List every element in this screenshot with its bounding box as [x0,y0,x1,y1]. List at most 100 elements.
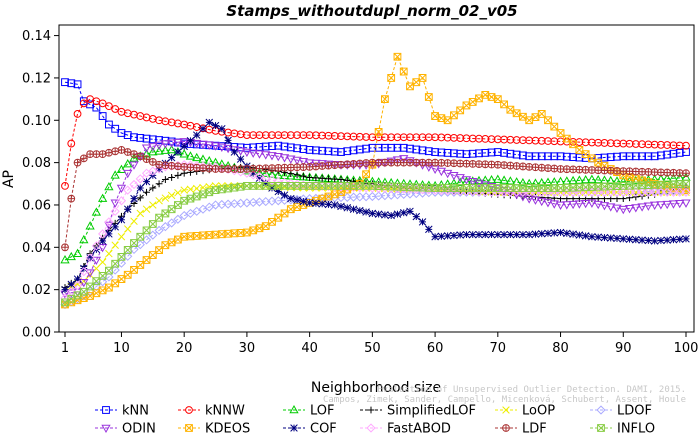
point-ldf [506,161,515,170]
point-odin [323,160,334,169]
point-inflo [67,294,76,303]
point-inflo [192,192,201,201]
point-inflo [180,196,189,205]
point-odin [279,154,290,163]
point-kdeos [450,111,458,120]
point-cof [475,230,483,239]
x-tick-label: 90 [615,341,632,356]
point-kdeos [123,270,132,279]
point-fastabod [624,187,635,197]
point-kdeos [92,289,101,298]
point-ldf [343,160,352,169]
point-lof [66,251,76,261]
point-kdeos [588,154,596,163]
point-inflo [174,201,182,209]
point-cof [569,230,577,238]
point-odin [179,138,189,147]
point-knn [362,144,370,153]
x-tick-label: 10 [113,341,130,356]
point-cof [186,136,195,145]
point-kdeos [387,74,396,82]
x-tick-label: 100 [674,341,698,356]
point-odin [580,199,591,209]
point-cof [494,230,502,239]
point-knn [355,145,364,154]
point-odin [123,169,133,179]
point-knnw [431,133,439,142]
y-tick-label: 0.04 [22,241,51,256]
point-knnw [675,141,684,150]
point-lof [574,175,585,184]
point-odin [173,138,183,148]
y-tick-label: 0.10 [22,114,51,129]
point-inflo [199,190,207,199]
point-knn [324,147,333,156]
point-knn [255,143,264,151]
point-loop [174,189,182,197]
point-knnw [293,131,301,139]
point-loop [123,225,132,233]
point-knnw [682,141,690,150]
point-knnw [362,133,370,141]
point-lof [537,177,547,187]
point-odin [392,156,403,165]
point-cof [192,131,201,139]
point-loop [180,186,188,194]
point-knn [493,148,502,156]
point-kdeos [243,228,251,237]
point-kdeos [625,173,634,181]
point-knnw [249,131,258,139]
point-knnw [600,139,609,147]
point-cof [638,236,646,244]
point-cof [606,234,615,242]
point-cof [406,207,414,216]
point-knnw [512,136,521,144]
point-lof [129,153,139,162]
point-cof [537,230,546,238]
point-kdeos [431,112,439,120]
point-cof [594,233,602,241]
point-knn [506,149,515,158]
point-cof [287,194,295,203]
x-tick-label: 80 [552,341,569,356]
point-knnw [619,139,628,148]
point-cof [374,210,383,218]
point-odin [399,155,409,164]
point-simplifiedlof [306,174,314,181]
point-odin [116,184,127,194]
point-lof [154,146,164,155]
point-inflo [92,277,101,286]
point-cof [412,212,421,221]
point-lof [79,234,89,244]
point-knnw [261,131,270,139]
point-knnw [606,139,615,148]
point-fastabod [91,241,101,251]
point-ldf [148,158,157,166]
point-odin [468,177,478,187]
point-knn [525,152,534,161]
point-knn [638,152,646,161]
point-knnw [631,140,640,148]
point-inflo [130,239,138,247]
point-odin [668,200,679,209]
point-odin [486,183,497,192]
point-cof [67,280,76,289]
point-lof [530,178,541,187]
point-ldf [130,150,138,159]
point-knnw [588,138,596,147]
point-knn [337,148,345,156]
point-cof [663,236,671,244]
point-loop [98,258,107,266]
point-inflo [186,194,195,203]
point-ldf [500,161,508,170]
x-tick-label: 40 [301,341,318,356]
series-ldf [61,146,690,252]
point-knn [330,147,339,156]
point-inflo [111,259,120,268]
point-ldf [117,146,126,154]
point-cof [224,136,232,145]
point-cof [312,199,320,208]
point-cof [130,194,138,203]
point-cof [443,232,452,240]
point-knnw [613,139,621,148]
